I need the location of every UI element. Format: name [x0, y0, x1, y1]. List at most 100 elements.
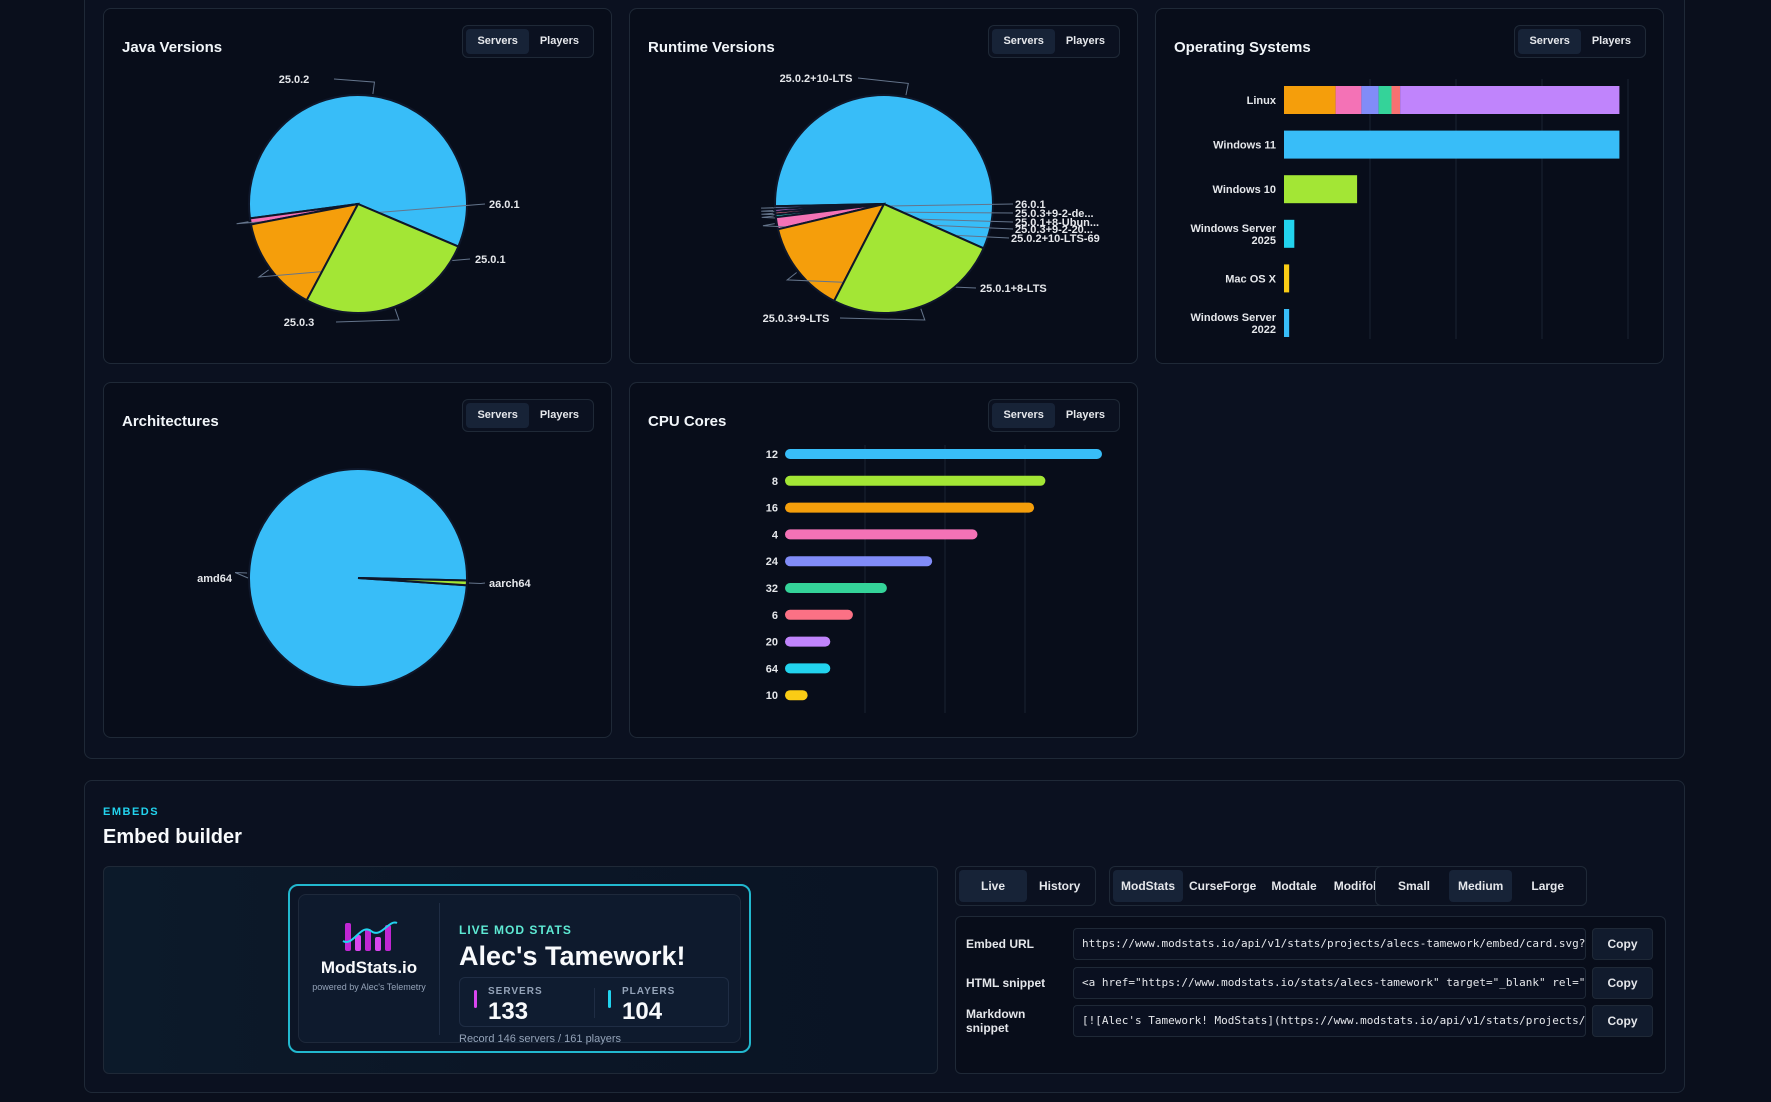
pie-slice-25-0-1-8-lts[interactable]: [776, 202, 886, 303]
stats-section: Java Versions Servers Players 25.0.2 26.0…: [84, 0, 1685, 759]
tab-live[interactable]: Live: [959, 870, 1028, 902]
html-snippet-field[interactable]: <a href="https://www.modstats.io/stats/a…: [1073, 967, 1586, 999]
bar-segment-windows-10[interactable]: [1284, 175, 1358, 204]
tab-small[interactable]: Small: [1398, 879, 1431, 893]
players-label: PLAYERS: [622, 986, 676, 997]
embed-card-inner: ModStats.io powered by Alec's Telemetry …: [298, 894, 741, 1045]
players-toggle-button[interactable]: Players: [539, 35, 579, 47]
bar-segment-linux[interactable]: [1335, 86, 1362, 114]
pie-leader-line: [236, 203, 486, 225]
brand-subtitle: powered by Alec's Telemetry: [312, 982, 426, 992]
bar-4-cores[interactable]: [785, 529, 978, 540]
pie-leader-line: [468, 582, 486, 584]
players-toggle-button[interactable]: Players: [1065, 35, 1105, 47]
bar-segment-mac-os-x[interactable]: [1284, 264, 1290, 293]
markdown-snippet-field[interactable]: [![Alec's Tamework! ModStats](https://ww…: [1073, 1005, 1586, 1037]
mode-tabs: Live History: [955, 866, 1097, 906]
servers-accent-bar: [474, 990, 477, 1008]
category-label: 6: [772, 610, 778, 622]
servers-players-toggle: Servers Players: [988, 25, 1120, 58]
servers-label: SERVERS: [488, 986, 543, 997]
bar-32-cores[interactable]: [785, 583, 887, 593]
html-snippet-row: HTML snippet <a href="https://www.modsta…: [966, 965, 1655, 1001]
embed-card-preview[interactable]: ModStats.io powered by Alec's Telemetry …: [288, 884, 751, 1053]
pie-slice-25-0-3-9-lts[interactable]: [832, 202, 985, 314]
bar-20-cores[interactable]: [785, 636, 831, 647]
modstats-logo-icon: [342, 921, 398, 951]
servers-toggle-button[interactable]: Servers: [466, 403, 529, 428]
servers-toggle-button[interactable]: Servers: [992, 403, 1055, 428]
copy-markdown-snippet-button[interactable]: Copy: [1592, 1005, 1653, 1037]
category-label: Windows 10: [1213, 184, 1276, 196]
pie-leader-line: [761, 212, 1014, 223]
bar-8-cores[interactable]: [785, 475, 1046, 486]
cpu-cores-bar-chart: 12 8 16 4 24 32 6 20 64 10: [766, 445, 1102, 713]
bar-6-cores[interactable]: [785, 609, 853, 620]
record-text: Record 146 servers / 161 players: [459, 1033, 622, 1045]
bar-segment-linux[interactable]: [1361, 86, 1379, 114]
pie-label: 25.0.2+10-LTS-69: [1011, 233, 1100, 245]
pie-leader-line: [234, 572, 249, 579]
servers-toggle-button[interactable]: Servers: [1518, 29, 1581, 54]
bar-segment-windows-server-2022[interactable]: [1284, 309, 1290, 337]
pie-leader-line: [857, 77, 909, 96]
pie-slice-25-0-3[interactable]: [305, 202, 460, 314]
bar-segment-windows-11[interactable]: [1284, 130, 1620, 159]
servers-toggle-button[interactable]: Servers: [992, 29, 1055, 54]
bar-12-cores[interactable]: [785, 449, 1102, 459]
servers-toggle-button[interactable]: Servers: [466, 29, 529, 54]
pie-leader-line: [761, 203, 1014, 209]
tab-medium[interactable]: Medium: [1449, 870, 1513, 902]
pie-label: 25.0.1+8-Ubun...: [1015, 217, 1099, 229]
embed-url-field[interactable]: https://www.modstats.io/api/v1/stats/pro…: [1073, 928, 1586, 960]
tab-modstats[interactable]: ModStats: [1113, 870, 1183, 902]
tab-history[interactable]: History: [1039, 879, 1081, 893]
html-snippet-label: HTML snippet: [966, 976, 1046, 990]
pie-leader-line: [335, 308, 400, 323]
card-title: Runtime Versions: [648, 39, 775, 56]
bar-16-cores[interactable]: [785, 502, 1035, 513]
bar-segment-windows-server-2025[interactable]: [1284, 219, 1295, 248]
markdown-snippet-row: Markdown snippet [![Alec's Tamework! Mod…: [966, 1003, 1655, 1039]
pie-label: 26.0.1: [489, 199, 520, 211]
pie-slice-aarch64[interactable]: [357, 577, 468, 587]
players-toggle-button[interactable]: Players: [1065, 409, 1105, 421]
bar-segment-linux[interactable]: [1391, 86, 1401, 114]
tab-modifold[interactable]: Modifold: [1333, 879, 1384, 893]
pie-label: 25.0.3+9-2-de...: [1015, 208, 1094, 220]
runtime-versions-pie-chart: 25.0.2+10-LTS26.0.125.0.3+9-2-de...25.0.…: [761, 73, 1100, 325]
copy-html-snippet-button[interactable]: Copy: [1592, 967, 1653, 999]
java-versions-pie-chart: 25.0.2 26.0.1 25.0.1 25.0.3: [236, 74, 520, 329]
category-label: Windows Server: [1191, 312, 1277, 324]
pie-slice-25-0-1[interactable]: [249, 202, 360, 302]
category-label: 32: [766, 583, 778, 595]
tab-modtale[interactable]: Modtale: [1271, 879, 1317, 893]
pie-label: 25.0.3+9-2-20...: [1015, 224, 1093, 236]
bar-64-cores[interactable]: [785, 663, 831, 674]
architectures-pie-chart: amd64 aarch64: [197, 468, 531, 689]
pie-slice-25-0-2-10-lts[interactable]: [774, 93, 994, 250]
bar-segment-linux[interactable]: [1400, 86, 1620, 114]
tab-large[interactable]: Large: [1531, 879, 1565, 893]
category-label: 8: [772, 476, 778, 488]
pie-label: aarch64: [489, 578, 531, 590]
brand-column: ModStats.io powered by Alec's Telemetry: [299, 895, 439, 1042]
bar-segment-linux[interactable]: [1284, 86, 1336, 114]
markdown-snippet-label: Markdown snippet: [966, 1007, 1026, 1035]
bar-24-cores[interactable]: [785, 556, 933, 567]
divider: [439, 903, 440, 1035]
pie-label: 25.0.2: [279, 74, 310, 86]
brand-name: ModStats.io: [320, 958, 418, 977]
bar-10-cores[interactable]: [785, 690, 808, 701]
card-title: Architectures: [122, 413, 219, 430]
copy-embed-url-button[interactable]: Copy: [1592, 928, 1653, 960]
bar-segment-linux[interactable]: [1378, 86, 1392, 114]
pie-leader-line: [333, 78, 376, 95]
counter-divider: [594, 988, 595, 1018]
embeds-section: EMBEDS Embed builder ModStats.io powered…: [84, 780, 1685, 1093]
players-toggle-button[interactable]: Players: [1591, 35, 1631, 47]
servers-players-toggle: Servers Players: [1514, 25, 1646, 58]
players-toggle-button[interactable]: Players: [539, 409, 579, 421]
tab-curseforge[interactable]: CurseForge: [1189, 879, 1257, 893]
pie-slice-25-0-2[interactable]: [248, 94, 468, 248]
